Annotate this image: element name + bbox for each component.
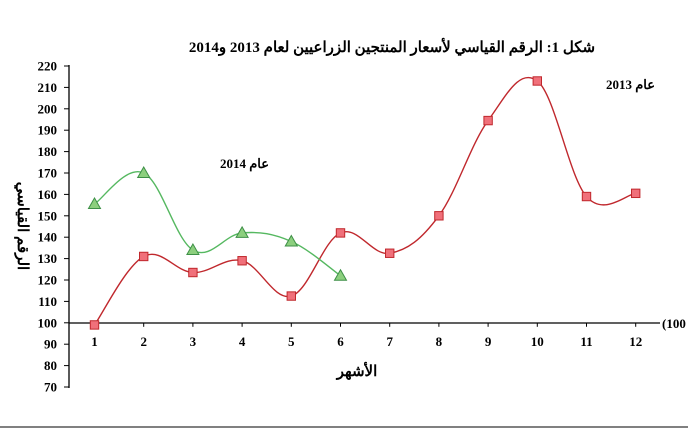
data-point — [335, 228, 346, 238]
y-tick-label: 190 — [38, 123, 58, 138]
series-layer: عام 2013 عام 2014 — [87, 76, 655, 330]
data-point — [631, 188, 641, 199]
y-tick-label: 200 — [38, 101, 58, 116]
data-point — [235, 225, 249, 238]
data-point — [136, 165, 151, 178]
data-point — [188, 267, 198, 278]
x-tick-label: 6 — [337, 334, 344, 349]
x-tick-label: 8 — [436, 334, 443, 349]
x-axis-baseline-label: (100 — [662, 316, 686, 331]
y-tick-label: 220 — [38, 59, 58, 74]
x-tick-label: 12 — [629, 334, 642, 349]
x-tick-label: 3 — [190, 334, 197, 349]
data-point — [284, 234, 299, 247]
chart-title: شكل 1: الرقم القياسي لأسعار المنتجين الز… — [189, 37, 595, 57]
data-point — [385, 248, 395, 258]
y-tick-label: 90 — [44, 337, 57, 352]
data-point — [333, 268, 348, 281]
x-axis-title: الأشهر — [336, 361, 377, 380]
data-point — [581, 191, 592, 202]
series-label: عام 2014 — [220, 156, 269, 172]
x-tick-label: 7 — [386, 334, 393, 349]
y-axis-title: الرقم القياسي — [13, 182, 30, 270]
data-point — [483, 115, 493, 126]
series-label: عام 2013 — [606, 77, 655, 93]
x-tick-label: 4 — [239, 334, 246, 349]
y-tick-label: 130 — [38, 251, 58, 266]
x-tick-label: 10 — [531, 334, 544, 349]
y-tick-label: 140 — [38, 230, 58, 245]
data-point — [139, 251, 149, 262]
y-tick-label: 210 — [38, 80, 58, 95]
x-tick-label: 11 — [580, 334, 592, 349]
data-point — [186, 243, 200, 256]
y-tick-label: 110 — [38, 294, 57, 309]
series-line — [94, 171, 341, 277]
data-point — [286, 291, 297, 301]
y-tick-label: 160 — [38, 187, 58, 202]
x-tick-group: 1 2 3 4 5 6 7 8 9 10 11 12 — [91, 322, 642, 349]
x-tick-label: 2 — [140, 334, 147, 349]
data-point — [87, 197, 102, 210]
x-tick-label: 9 — [485, 334, 492, 349]
x-tick-label: 5 — [288, 334, 295, 349]
data-point — [434, 211, 444, 221]
series-1: عام 2013 — [89, 76, 655, 330]
y-tick-label: 100 — [38, 315, 58, 330]
series-line — [93, 76, 636, 326]
data-point — [237, 256, 247, 266]
y-tick-label: 150 — [38, 208, 58, 223]
y-tick-label: 70 — [44, 380, 57, 395]
y-tick-group: 70 80 90 100 110 120 130 140 150 160 170 180 190 200 2… — [38, 59, 69, 395]
series-2: عام 2014 — [87, 156, 348, 281]
y-tick-label: 80 — [44, 358, 57, 373]
data-point — [532, 76, 542, 86]
data-point — [89, 320, 100, 330]
y-tick-label: 120 — [38, 273, 58, 288]
y-tick-label: 180 — [38, 144, 58, 159]
y-tick-label: 170 — [38, 166, 58, 181]
x-tick-label: 1 — [91, 334, 98, 349]
